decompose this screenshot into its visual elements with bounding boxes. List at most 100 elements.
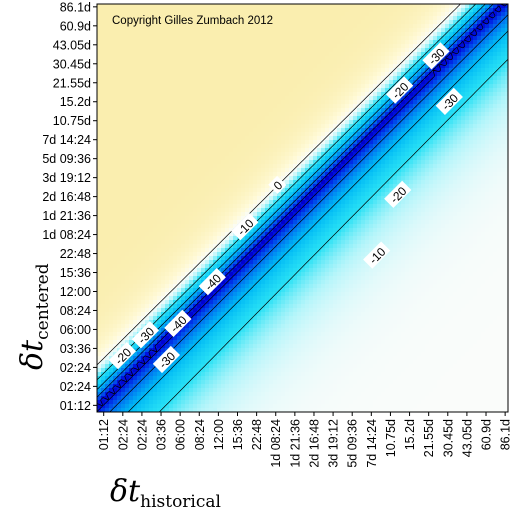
heatmap-cell [453, 172, 458, 177]
heatmap-cell [205, 76, 210, 81]
heatmap-cell [185, 60, 190, 65]
heatmap-cell [269, 76, 274, 81]
heatmap-cell [501, 132, 506, 137]
heatmap-cell [393, 68, 398, 73]
heatmap-cell [201, 188, 206, 193]
heatmap-cell [137, 140, 142, 145]
heatmap-cell [433, 72, 438, 77]
heatmap-cell [249, 144, 254, 149]
heatmap-cell [353, 108, 358, 113]
heatmap-cell [141, 156, 146, 161]
heatmap-cell [377, 44, 382, 49]
heatmap-cell [129, 132, 134, 137]
heatmap-cell [349, 72, 354, 77]
heatmap-cell [117, 180, 122, 185]
heatmap-cell [225, 104, 230, 109]
heatmap-cell [257, 112, 262, 117]
heatmap-cell [201, 8, 206, 13]
heatmap-cell [125, 180, 130, 185]
heatmap-cell [285, 196, 290, 201]
heatmap-cell [373, 188, 378, 193]
heatmap-cell [129, 152, 134, 157]
heatmap-cell [389, 68, 394, 73]
heatmap-cell [401, 52, 406, 57]
heatmap-cell [297, 120, 302, 125]
heatmap-cell [501, 116, 506, 121]
heatmap-cell [453, 168, 458, 173]
heatmap-cell [325, 12, 330, 17]
heatmap-cell [441, 112, 446, 117]
heatmap-cell [381, 144, 386, 149]
heatmap-cell [445, 144, 450, 149]
heatmap-cell [301, 52, 306, 57]
heatmap-cell [261, 104, 266, 109]
heatmap-cell [501, 112, 506, 117]
heatmap-cell [117, 132, 122, 137]
heatmap-cell [233, 164, 238, 169]
heatmap-cell [145, 88, 150, 93]
heatmap-cell [305, 128, 310, 133]
heatmap-cell [469, 140, 474, 145]
heatmap-cell [361, 184, 366, 189]
heatmap-cell [353, 52, 358, 57]
heatmap-cell [129, 120, 134, 125]
heatmap-cell [285, 12, 290, 17]
heatmap-cell [165, 32, 170, 37]
heatmap-cell [497, 16, 502, 21]
heatmap-cell [317, 44, 322, 49]
heatmap-cell [497, 88, 502, 93]
heatmap-cell [429, 144, 434, 149]
heatmap-cell [117, 148, 122, 153]
heatmap-cell [137, 44, 142, 49]
heatmap-cell [349, 188, 354, 193]
heatmap-cell [385, 76, 390, 81]
heatmap-cell [185, 160, 190, 165]
heatmap-cell [365, 16, 370, 21]
heatmap-cell [177, 28, 182, 33]
heatmap-cell [125, 192, 130, 197]
heatmap-cell [409, 88, 414, 93]
heatmap-cell [441, 32, 446, 37]
heatmap-cell [365, 28, 370, 33]
heatmap-cell [273, 108, 278, 113]
heatmap-cell [385, 4, 390, 9]
heatmap-cell [297, 128, 302, 133]
heatmap-cell [357, 184, 362, 189]
heatmap-cell [161, 192, 166, 197]
heatmap-cell [133, 52, 138, 57]
heatmap-cell [481, 96, 486, 101]
heatmap-cell [177, 64, 182, 69]
heatmap-cell [125, 48, 130, 53]
heatmap-cell [117, 128, 122, 133]
heatmap-cell [309, 128, 314, 133]
heatmap-cell [405, 124, 410, 129]
heatmap-cell [277, 60, 282, 65]
heatmap-cell [225, 16, 230, 21]
heatmap-cell [449, 160, 454, 165]
heatmap-cell [101, 108, 106, 113]
heatmap-cell [433, 160, 438, 165]
heatmap-cell [353, 64, 358, 69]
heatmap-cell [445, 44, 450, 49]
heatmap-cell [473, 32, 478, 37]
heatmap-cell [281, 192, 286, 197]
heatmap-cell [449, 172, 454, 177]
heatmap-cell [101, 32, 106, 37]
heatmap-cell [165, 104, 170, 109]
heatmap-cell [257, 36, 262, 41]
heatmap-cell [309, 124, 314, 129]
heatmap-cell [121, 192, 126, 197]
heatmap-cell [169, 60, 174, 65]
heatmap-cell [257, 4, 262, 9]
heatmap-cell [261, 92, 266, 97]
heatmap-cell [153, 156, 158, 161]
heatmap-cell [461, 36, 466, 41]
heatmap-cell [373, 160, 378, 165]
heatmap-cell [157, 104, 162, 109]
heatmap-cell [385, 104, 390, 109]
heatmap-cell [473, 152, 478, 157]
heatmap-cell [165, 24, 170, 29]
heatmap-cell [169, 136, 174, 141]
heatmap-cell [217, 44, 222, 49]
heatmap-cell [297, 188, 302, 193]
